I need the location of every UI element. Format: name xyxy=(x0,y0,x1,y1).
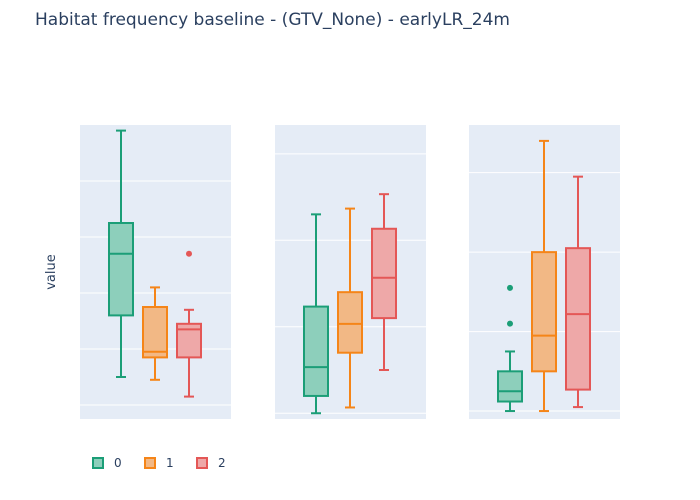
subplot-1 xyxy=(80,125,231,419)
legend-swatch-2 xyxy=(196,457,208,469)
box-series-2 xyxy=(371,193,397,371)
legend: 0 1 2 xyxy=(92,456,248,470)
legend-label: 2 xyxy=(218,456,226,470)
box-series-2 xyxy=(176,250,202,398)
legend-item-0[interactable]: 0 xyxy=(92,456,144,470)
box-series-1 xyxy=(142,286,168,381)
box-iqr xyxy=(565,247,591,391)
legend-swatch-0 xyxy=(92,457,104,469)
box-iqr xyxy=(531,251,557,373)
box-iqr xyxy=(108,222,134,317)
legend-label: 0 xyxy=(114,456,122,470)
outlier-point xyxy=(507,320,513,327)
box-series-0 xyxy=(303,213,329,415)
box-iqr xyxy=(497,370,523,403)
subplot-2 xyxy=(275,125,426,419)
legend-swatch-1 xyxy=(144,457,156,469)
legend-item-2[interactable]: 2 xyxy=(196,456,248,470)
box-iqr xyxy=(142,306,168,359)
box-iqr xyxy=(303,305,329,397)
box-series-0 xyxy=(497,284,523,413)
box-series-1 xyxy=(531,139,557,413)
legend-label: 1 xyxy=(166,456,174,470)
subplot-3 xyxy=(469,125,620,419)
y-axis-label: value xyxy=(44,254,59,290)
box-series-0 xyxy=(108,129,134,378)
legend-item-1[interactable]: 1 xyxy=(144,456,196,470)
outlier-point xyxy=(507,284,513,291)
chart-title: Habitat frequency baseline - (GTV_None) … xyxy=(35,10,510,30)
box-series-2 xyxy=(565,175,591,409)
box-series-1 xyxy=(337,207,363,409)
box-iqr xyxy=(337,291,363,354)
outlier-point xyxy=(186,250,192,257)
box-iqr xyxy=(371,227,397,320)
